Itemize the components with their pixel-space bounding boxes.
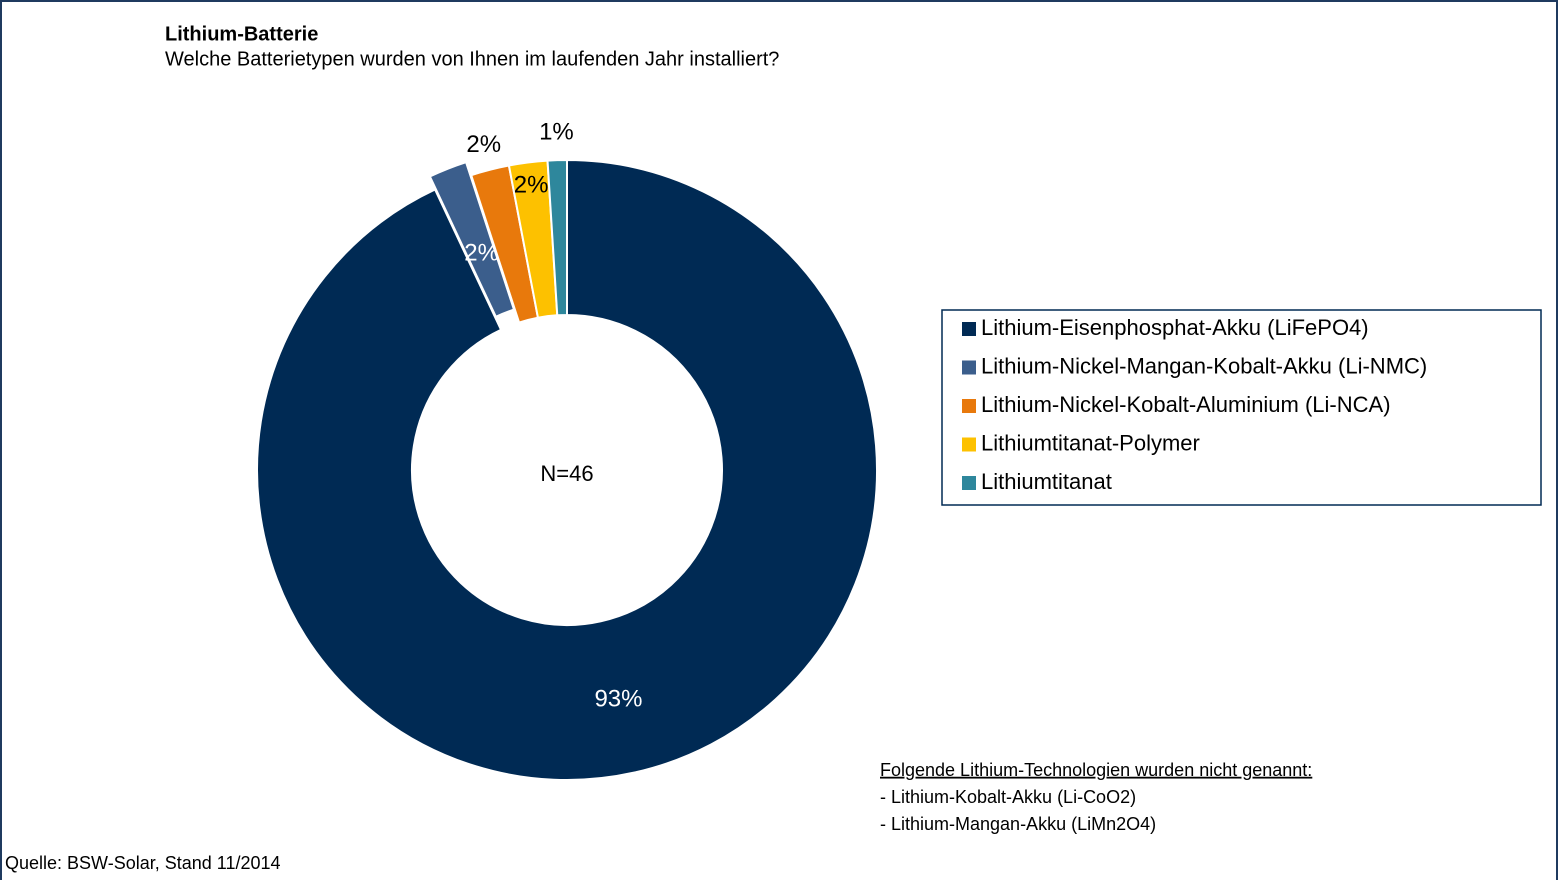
legend-swatch (962, 437, 976, 452)
slice (256, 158, 878, 781)
legend-label: Lithium-Nickel-Mangan-Kobalt-Akku (Li-NM… (981, 353, 1427, 378)
legend-swatch (962, 399, 976, 413)
center-label: N=46 (540, 461, 593, 486)
legend-label: Lithium-Nickel-Kobalt-Aluminium (Li-NCA) (981, 392, 1391, 417)
chart-subtitle: Welche Batterietypen wurden von Ihnen im… (165, 48, 779, 70)
data-label: 2% (466, 131, 501, 158)
note-heading: Folgende Lithium-Technologien wurden nic… (880, 760, 1312, 780)
data-label: 93% (594, 686, 642, 713)
legend-swatch (962, 360, 976, 375)
source: Quelle: BSW-Solar, Stand 11/2014 (5, 853, 281, 873)
chart-title: Lithium-Batterie (165, 23, 318, 45)
data-label: 2% (514, 172, 549, 199)
legend-swatch (962, 322, 976, 336)
legend-swatch (962, 476, 976, 490)
legend-label: Lithiumtitanat (981, 469, 1112, 494)
legend (941, 309, 1542, 506)
legend-label: Lithium-Eisenphosphat-Akku (LiFePO4) (981, 315, 1369, 340)
note-line: - Lithium-Kobalt-Akku (Li-CoO2) (880, 787, 1136, 807)
legend-label: Lithiumtitanat-Polymer (981, 430, 1200, 455)
slice (546, 158, 568, 317)
note-line: - Lithium-Mangan-Akku (LiMn2O4) (880, 814, 1156, 834)
data-label: 1% (539, 119, 574, 146)
